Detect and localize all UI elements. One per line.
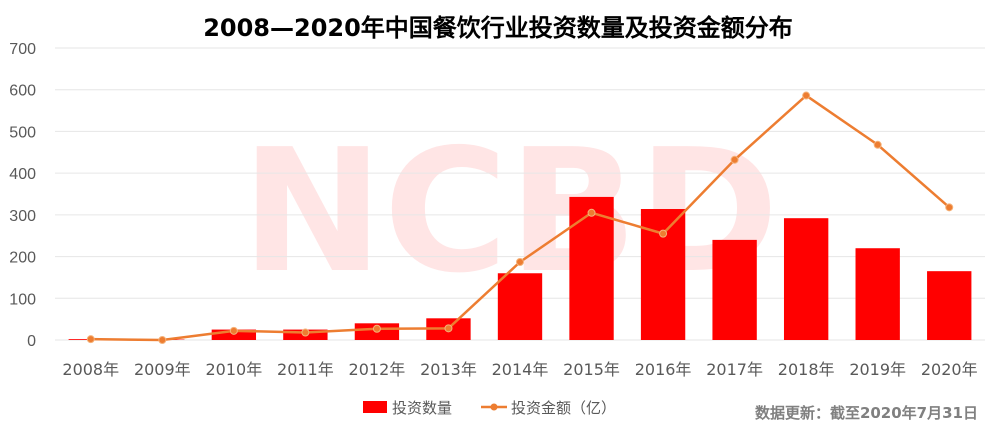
x-tick-label: 2015年: [563, 360, 620, 379]
line-point: [873, 140, 882, 149]
y-axis-ticks: 0 100 200 300 400 500 600 700: [9, 41, 36, 350]
y-tick-label: 500: [9, 124, 36, 141]
y-tick-label: 0: [27, 333, 36, 350]
line-point: [730, 155, 739, 164]
line-point: [444, 324, 453, 333]
line-point: [659, 229, 668, 238]
data-update-note: 数据更新：截至2020年7月31日: [754, 404, 978, 422]
line-point: [587, 208, 596, 217]
x-tick-label: 2010年: [205, 360, 262, 379]
bar: [497, 273, 543, 340]
y-tick-label: 700: [9, 41, 36, 58]
legend-bar-label: 投资数量: [392, 399, 452, 417]
y-tick-label: 400: [9, 166, 36, 183]
bar: [855, 248, 900, 340]
x-tick-label: 2012年: [349, 360, 406, 379]
line-point: [86, 335, 95, 344]
line-point: [229, 326, 238, 335]
legend-bar-swatch: [363, 401, 387, 413]
line-point: [301, 328, 310, 337]
y-tick-label: 200: [9, 250, 36, 267]
y-tick-label: 100: [9, 291, 36, 308]
line-point: [158, 336, 167, 344]
legend-line-marker: [490, 403, 498, 411]
bar: [783, 218, 829, 340]
bar: [712, 239, 757, 340]
y-tick-label: 600: [9, 83, 36, 100]
legend-line-label: 投资金额（亿）: [511, 399, 616, 417]
x-tick-label: 2008年: [62, 360, 119, 379]
line-point: [945, 203, 954, 212]
line-series: [86, 91, 954, 344]
line-point: [372, 324, 381, 333]
bar: [569, 196, 614, 340]
x-tick-label: 2011年: [277, 360, 334, 379]
x-tick-label: 2016年: [635, 360, 692, 379]
x-tick-label: 2018年: [778, 360, 835, 379]
bar-series: [68, 196, 972, 340]
bar: [927, 271, 972, 340]
x-tick-label: 2013年: [420, 360, 477, 379]
chart-title: 2008—2020年中国餐饮行业投资数量及投资金额分布: [203, 14, 793, 42]
x-tick-label: 2009年: [134, 360, 191, 379]
grid-lines: [55, 47, 985, 341]
x-axis-ticks: 2008年 2009年 2010年 2011年 2012年 2013年 2014年 2015年…: [62, 360, 977, 379]
x-tick-label: 2020年: [921, 360, 978, 379]
x-tick-label: 2014年: [492, 360, 549, 379]
legend: 投资数量 投资金额（亿）: [363, 399, 616, 417]
line-point: [516, 257, 524, 266]
x-tick-label: 2019年: [849, 360, 906, 379]
x-tick-label: 2017年: [706, 360, 763, 379]
line-point: [802, 91, 811, 100]
y-tick-label: 300: [9, 208, 36, 225]
